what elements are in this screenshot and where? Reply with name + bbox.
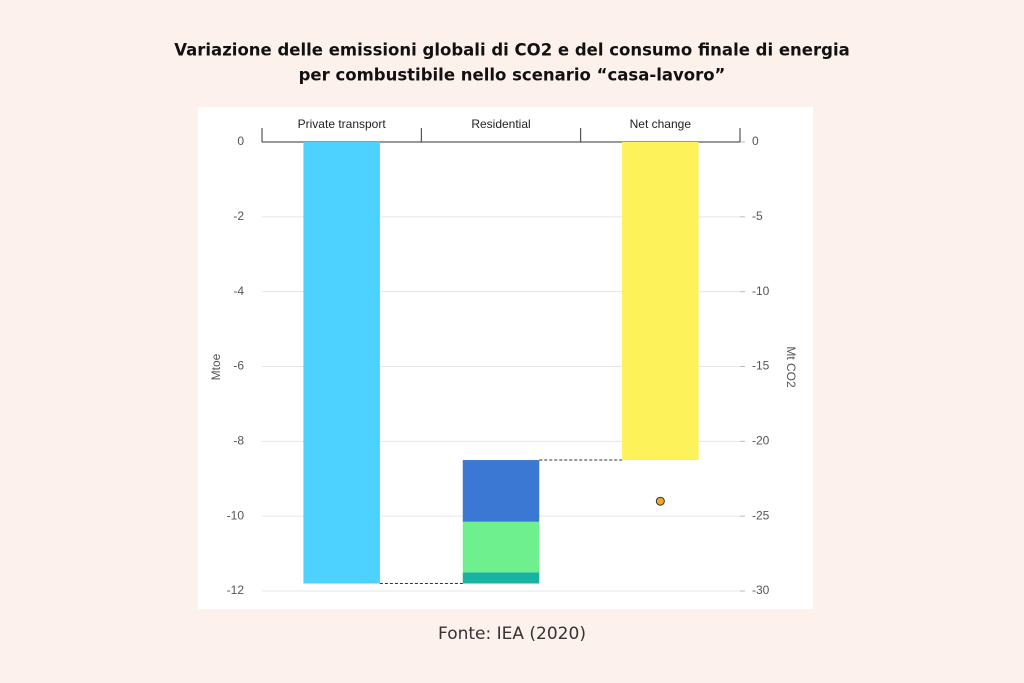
x-tick-label: Net change <box>630 117 692 131</box>
y2-tick-label: -15 <box>752 359 770 373</box>
bar <box>462 572 540 584</box>
y2-tick-label: -25 <box>752 508 770 522</box>
y-tick-label: -2 <box>233 209 244 223</box>
y2-axis-label: Mt CO2 <box>784 346 798 388</box>
y-tick-label: -8 <box>233 434 244 448</box>
y-tick-label: -6 <box>233 359 244 373</box>
bar <box>462 521 540 573</box>
y2-tick-label: -30 <box>752 583 770 597</box>
x-tick-label: Private transport <box>298 117 387 131</box>
bar <box>622 142 699 461</box>
chart-title: Variazione delle emissioni globali di CO… <box>174 41 849 60</box>
y2-tick-label: -5 <box>752 209 763 223</box>
y-tick-label: -10 <box>227 508 245 522</box>
y-tick-label: -4 <box>233 284 244 298</box>
point <box>655 496 665 506</box>
bar <box>462 460 540 522</box>
y-tick-label: -12 <box>227 583 245 597</box>
y2-tick-label: -10 <box>752 284 770 298</box>
y-tick-label: 0 <box>237 134 244 148</box>
y2-tick-label: 0 <box>752 134 759 148</box>
source: Fonte: IEA (2020) <box>438 624 586 644</box>
chart-title: per combustibile nello scenario “casa-la… <box>299 66 726 85</box>
bar <box>303 142 380 584</box>
y2-tick-label: -20 <box>752 434 770 448</box>
y-axis-label: Mtoe <box>209 353 223 380</box>
x-tick-label: Residential <box>471 117 530 131</box>
